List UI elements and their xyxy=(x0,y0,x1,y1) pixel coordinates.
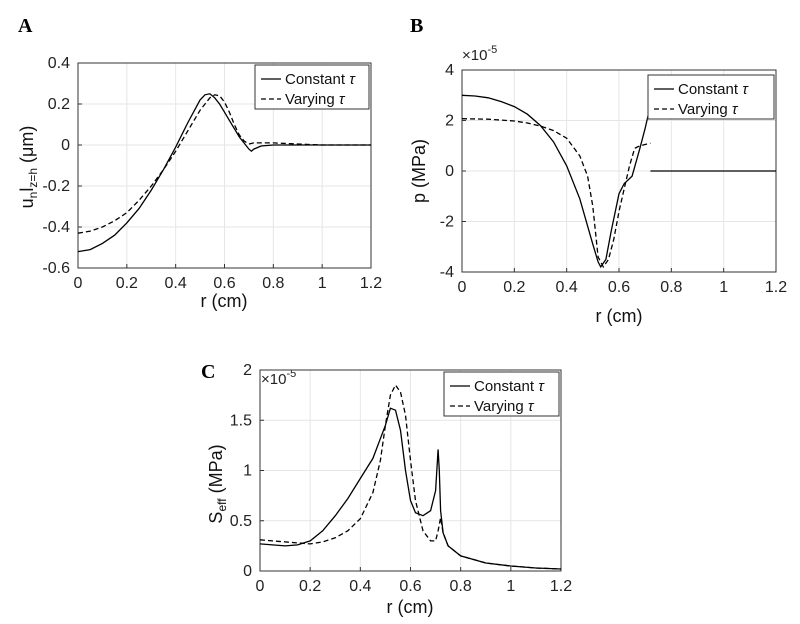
panel-b-ytick-label-2: 0 xyxy=(445,163,454,180)
panel-a: unlz=h (μm) 0 0.2 0.4 0.6 0.8 1 1.2 -0.6 -0.4 -0.… xyxy=(17,55,382,311)
panel-b-xtick-label-6: 1.2 xyxy=(765,279,787,296)
panel-a-series-1 xyxy=(77,94,371,234)
panel-a-ytick-label-4: 0.2 xyxy=(48,96,70,113)
panel-c-series-1 xyxy=(259,383,562,570)
panel-c-ytick-label-2: 1 xyxy=(243,463,252,480)
panel-a-xtick-label-4: 0.8 xyxy=(262,275,284,292)
panel-c-xtick-label-4: 0.8 xyxy=(450,578,472,595)
panel-a-legend-label-0: Constant τ xyxy=(285,71,356,88)
panel-a-y-label: unlz=h (μm) xyxy=(17,126,40,209)
panel-b-y-label: p (MPa) xyxy=(409,139,429,203)
panel-b-xtick-label-0: 0 xyxy=(458,279,467,296)
panel-a-legend-label-1: Varying τ xyxy=(285,91,346,108)
panel-c-legend-box xyxy=(443,371,560,417)
panel-c-ytick-label-0: 0 xyxy=(243,563,252,580)
panel-b-xtick-label-4: 0.8 xyxy=(660,279,682,296)
panel-c-legend-label-0: Constant τ xyxy=(474,378,545,395)
panel-b-ytick-label-3: 2 xyxy=(445,113,454,130)
panel-a-ytick-label-5: 0.4 xyxy=(48,55,70,72)
panel-c-xtick-label-6: 1.2 xyxy=(550,578,572,595)
panel-a-legend-box xyxy=(254,64,370,110)
panel-c-xtick-label-0: 0 xyxy=(256,578,265,595)
panel-c-xtick-label-5: 1 xyxy=(506,578,515,595)
panel-c-ytick-label-4: 2 xyxy=(243,362,252,379)
panel-c-xtick-label-2: 0.4 xyxy=(349,578,371,595)
panel-a-xtick-label-6: 1.2 xyxy=(360,275,382,292)
panel-c-ytick-label-1: 0.5 xyxy=(230,513,252,530)
panel-b-legend-label-1: Varying τ xyxy=(678,101,739,118)
panel-a-xtick-label-0: 0 xyxy=(74,275,83,292)
panel-label-a: A xyxy=(18,15,33,37)
panel-a-xtick-label-5: 1 xyxy=(318,275,327,292)
panel-c-series-0 xyxy=(259,407,562,570)
panel-c-x-label: r (cm) xyxy=(387,597,434,617)
panel-a-xtick-label-1: 0.2 xyxy=(116,275,138,292)
panel-b-x-label: r (cm) xyxy=(596,306,643,326)
panel-b-legend-label-0: Constant τ xyxy=(678,81,749,98)
panel-c-exponent: ×10-5 xyxy=(261,368,296,388)
panel-a-xtick-label-3: 0.6 xyxy=(213,275,235,292)
panel-b-xtick-label-2: 0.4 xyxy=(556,279,578,296)
panel-b-exponent: ×10-5 xyxy=(462,44,497,64)
panel-a-ytick-label-3: 0 xyxy=(61,137,70,154)
panel-c-xtick-label-3: 0.6 xyxy=(399,578,421,595)
panel-c-legend-label-1: Varying τ xyxy=(474,398,535,415)
panel-b-xtick-label-5: 1 xyxy=(719,279,728,296)
panel-c-xtick-label-1: 0.2 xyxy=(299,578,321,595)
panel-a-ytick-label-1: -0.4 xyxy=(42,219,70,236)
panel-a-xtick-label-2: 0.4 xyxy=(165,275,187,292)
panel-b-xtick-label-1: 0.2 xyxy=(503,279,525,296)
panel-a-x-label: r (cm) xyxy=(201,291,248,311)
panel-a-ytick-label-2: -0.2 xyxy=(42,178,70,195)
panel-a-ytick-label-0: -0.6 xyxy=(42,260,70,277)
panel-b-ytick-label-4: 4 xyxy=(445,62,454,79)
panel-label-b: B xyxy=(410,15,423,37)
panel-b-legend-box xyxy=(647,74,775,120)
panel-b-series-2 xyxy=(461,118,651,269)
panel-b-ytick-label-1: -2 xyxy=(440,214,454,231)
panel-c-y-label: Seff (MPa) xyxy=(206,444,229,523)
panel-c: Seff (MPa) ×10-5 0 0.2 0.4 0.6 0.8 1 1.2 0 0.5 1 1… xyxy=(206,362,572,617)
panel-b-ytick-label-0: -4 xyxy=(440,264,454,281)
panel-b-xtick-label-3: 0.6 xyxy=(608,279,630,296)
panel-b: ×10-5 0 0.2 0.4 0.6 0.8 1 1.2 -4 -2 0 2 4 r (cm) p (M… xyxy=(409,44,787,326)
panel-b-series-0 xyxy=(461,94,652,269)
panel-label-c: C xyxy=(201,361,215,383)
panel-c-ytick-label-3: 1.5 xyxy=(230,412,252,429)
panel-a-series-0 xyxy=(77,93,371,253)
